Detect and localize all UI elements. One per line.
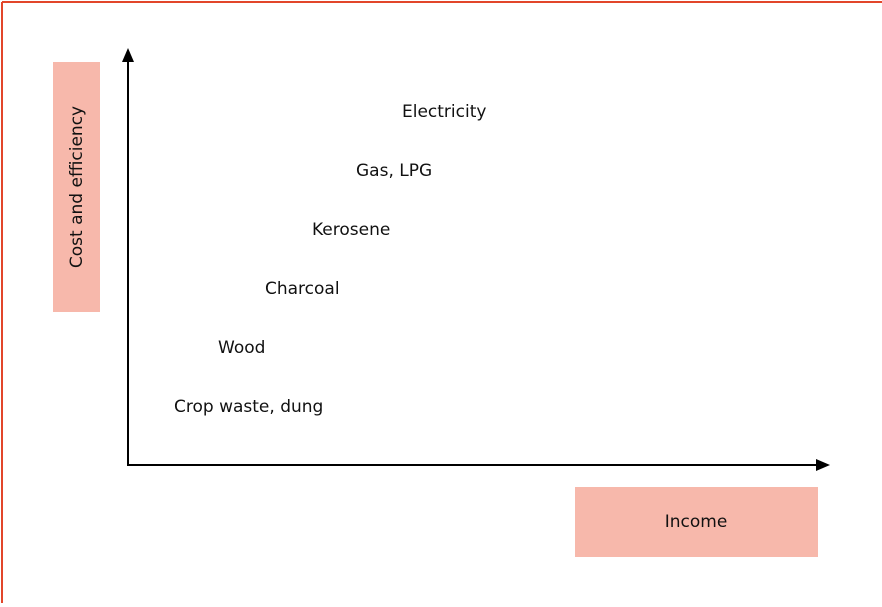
energy-step: Wood: [218, 338, 265, 358]
x-arrow: [816, 459, 830, 471]
steps: Crop waste, dung Wood Charcoal Kerosene Gas,…: [174, 102, 486, 417]
energy-step: Gas, LPG: [356, 161, 432, 181]
energy-step: Crop waste, dung: [174, 397, 323, 417]
y-arrow: [122, 48, 134, 62]
energy-step: Charcoal: [265, 279, 340, 299]
x-axis-label: Income: [665, 512, 728, 532]
x-label-box: [575, 487, 818, 557]
energy-step: Kerosene: [312, 220, 390, 240]
y-label-box: [53, 62, 100, 312]
energy-step: Electricity: [402, 102, 486, 122]
y-axis-label: Cost and efficiency: [67, 106, 87, 268]
